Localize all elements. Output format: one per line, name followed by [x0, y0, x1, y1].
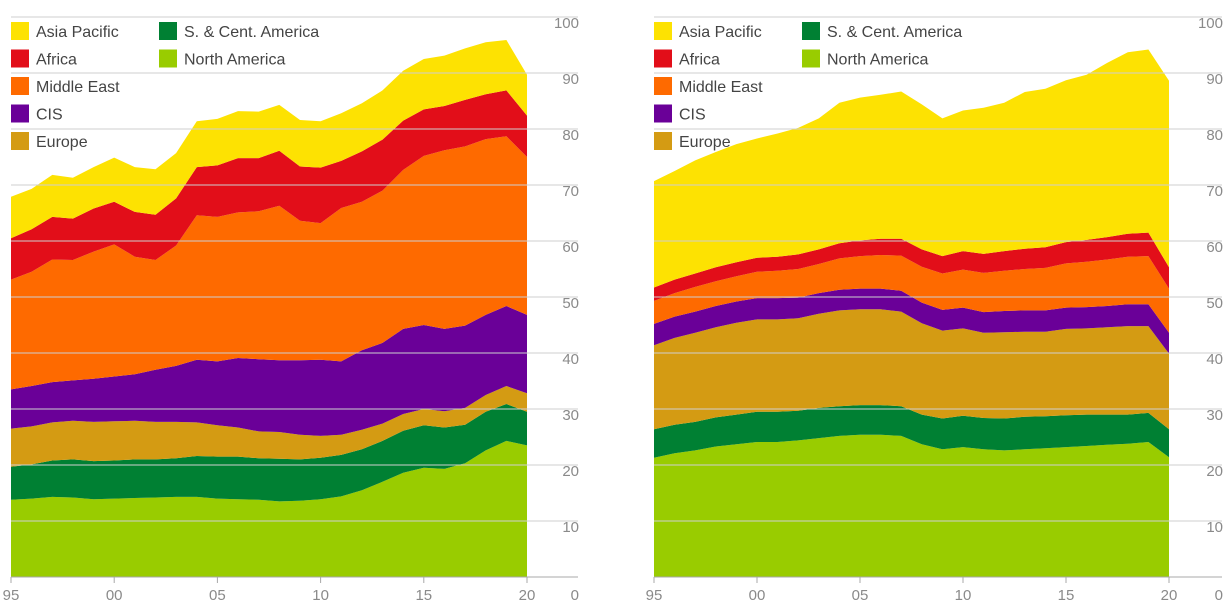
- right-legend-label-middle-east: Middle East: [679, 79, 763, 96]
- right-gridlines: [654, 16, 1222, 522]
- right-legend-label-europe: Europe: [679, 134, 731, 151]
- left-area-europe: [11, 386, 527, 467]
- left-y-tick-label-10: 10: [562, 519, 579, 536]
- left-x-tick-label-95: 95: [3, 587, 20, 601]
- right-area-s-cent-america: [654, 405, 1169, 458]
- right-y-tick-label-50: 50: [1206, 295, 1223, 312]
- left-legend-swatch-europe: [11, 132, 29, 150]
- right-y-tick-label-80: 80: [1206, 127, 1223, 144]
- left-y-tick-label-0: 0: [571, 587, 579, 601]
- left-areas: [11, 40, 527, 577]
- left-y-tick-label-60: 60: [562, 239, 579, 256]
- right-area-cis: [654, 288, 1169, 354]
- left-legend-label-cis: CIS: [36, 107, 63, 124]
- left-x-tick-labels: 95 00 05 10 15 20: [3, 577, 536, 601]
- right-legend-swatch-middle-east: [654, 77, 672, 95]
- left-legend-swatch-cis: [11, 104, 29, 123]
- left-legend-label-africa: Africa: [36, 52, 77, 69]
- left-area-s-cent-america: [11, 404, 527, 502]
- right-legend-label-north-america: North America: [827, 52, 928, 69]
- right-x-tick-label-95: 95: [646, 587, 663, 601]
- right-legend-label-africa: Africa: [679, 52, 720, 69]
- left-legend-label-europe: Europe: [36, 134, 88, 151]
- left-area-asia-pacific: [11, 40, 527, 239]
- right-legend-label-cis: CIS: [679, 107, 706, 124]
- left-x-tick-label-20: 20: [519, 587, 536, 601]
- right-area-middle-east: [654, 255, 1169, 333]
- left-legend-label-middle-east: Middle East: [36, 79, 120, 96]
- left-gridlines: [11, 16, 578, 522]
- right-legend-swatch-africa: [654, 49, 672, 68]
- left-legend-swatch-north-america: [159, 49, 177, 68]
- left-area-cis: [11, 306, 527, 436]
- left-x-tick-label-00: 00: [106, 587, 123, 601]
- right-y-tick-label-100: 100: [1198, 15, 1223, 32]
- right-legend-swatch-s-cent-america: [802, 22, 820, 40]
- right-legend-swatch-asia-pacific: [654, 22, 672, 40]
- left-y-tick-label-70: 70: [562, 183, 579, 200]
- right-x-tick-label-10: 10: [955, 587, 972, 601]
- right-x-tick-labels: 95 00 05 10 15 20: [646, 577, 1178, 601]
- right-area-asia-pacific: [654, 49, 1169, 288]
- left-y-tick-label-40: 40: [562, 351, 579, 368]
- left-x-tick-label-05: 05: [209, 587, 226, 601]
- left-area-middle-east: [11, 136, 527, 390]
- right-area-africa: [654, 232, 1169, 301]
- left-legend-swatch-s-cent-america: [159, 22, 177, 40]
- left-legend-swatch-middle-east: [11, 77, 29, 95]
- left-legend-swatch-asia-pacific: [11, 22, 29, 40]
- right-x-tick-label-15: 15: [1058, 587, 1075, 601]
- right-x-tick-label-00: 00: [749, 587, 766, 601]
- right-y-tick-label-60: 60: [1206, 239, 1223, 256]
- left-legend-swatch-africa: [11, 49, 29, 68]
- right-y-tick-label-20: 20: [1206, 463, 1223, 480]
- left-y-tick-label-100: 100: [554, 15, 579, 32]
- left-area-north-america: [11, 440, 527, 577]
- right-y-tick-label-40: 40: [1206, 351, 1223, 368]
- right-areas: [654, 49, 1169, 577]
- right-area-north-america: [654, 434, 1169, 577]
- left-x-tick-label-10: 10: [312, 587, 329, 601]
- right-legend-label-s-cent-america: S. & Cent. America: [827, 24, 962, 41]
- left-legend-label-s-cent-america: S. & Cent. America: [184, 24, 319, 41]
- left-x-tick-label-15: 15: [415, 587, 432, 601]
- chart-right: 0 10 20 30 40 50 60 70 80 90 100 95 00 05 10 15 20 Asia P…: [646, 15, 1223, 601]
- right-y-tick-label-70: 70: [1206, 183, 1223, 200]
- left-legend: Asia Pacific Africa Middle East CIS Europe S.…: [11, 22, 319, 151]
- right-legend-swatch-europe: [654, 132, 672, 150]
- left-y-tick-label-80: 80: [562, 127, 579, 144]
- left-y-tick-labels: 0 10 20 30 40 50 60 70 80 90 100: [554, 15, 579, 601]
- left-y-tick-label-30: 30: [562, 407, 579, 424]
- right-y-tick-labels: 0 10 20 30 40 50 60 70 80 90 100: [1198, 15, 1223, 601]
- right-y-tick-label-0: 0: [1215, 587, 1223, 601]
- right-legend-label-asia-pacific: Asia Pacific: [679, 24, 762, 41]
- right-legend: Asia Pacific Africa Middle East CIS Europe S.…: [654, 22, 962, 151]
- right-y-tick-label-10: 10: [1206, 519, 1223, 536]
- right-area-europe: [654, 309, 1169, 430]
- right-x-tick-label-05: 05: [852, 587, 869, 601]
- right-x-tick-label-20: 20: [1161, 587, 1178, 601]
- left-y-tick-label-50: 50: [562, 295, 579, 312]
- chart-left: 0 10 20 30 40 50 60 70 80 90 100 95 00 05 10 15 20 Asia P…: [3, 15, 579, 601]
- left-y-tick-label-20: 20: [562, 463, 579, 480]
- left-legend-label-asia-pacific: Asia Pacific: [36, 24, 119, 41]
- right-legend-swatch-north-america: [802, 49, 820, 68]
- right-y-tick-label-90: 90: [1206, 71, 1223, 88]
- left-y-tick-label-90: 90: [562, 71, 579, 88]
- right-legend-swatch-cis: [654, 104, 672, 123]
- right-y-tick-label-30: 30: [1206, 407, 1223, 424]
- left-legend-label-north-america: North America: [184, 52, 285, 69]
